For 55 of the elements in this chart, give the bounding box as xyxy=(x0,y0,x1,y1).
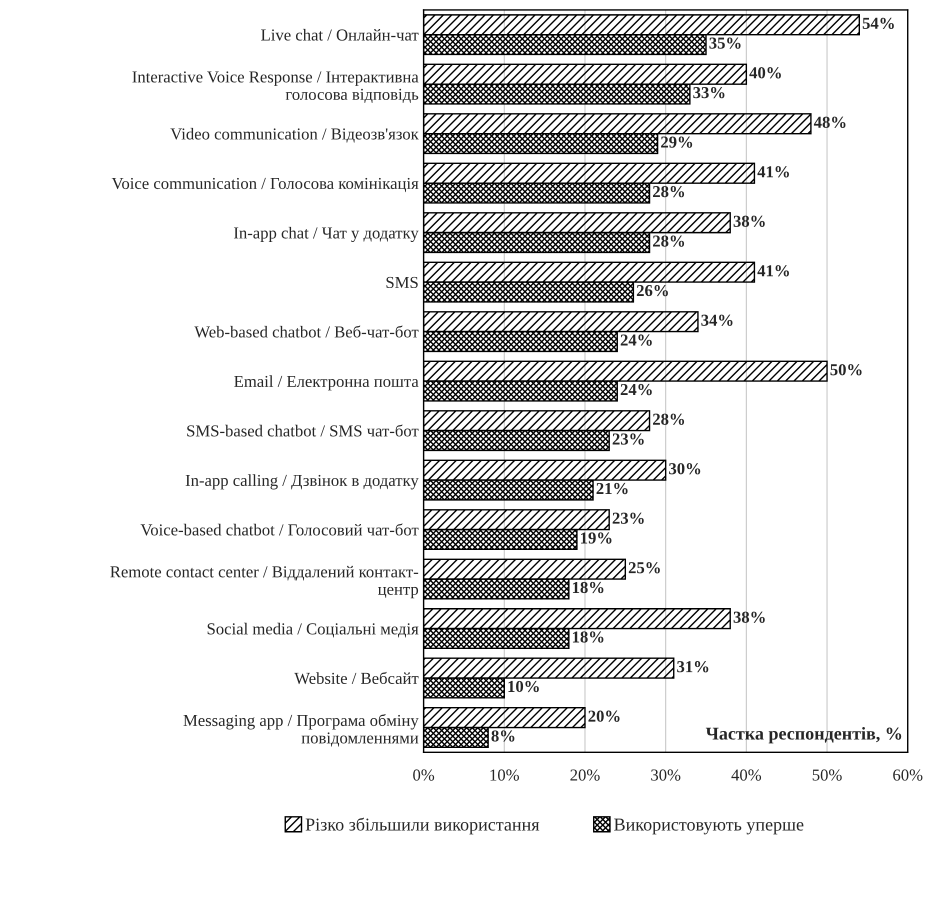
y-tick-label: Messaging app / Програма обміну повідомленнями xyxy=(183,714,419,747)
x-tick-label: 0% xyxy=(413,769,434,781)
x-tick-label: 60% xyxy=(893,769,922,781)
x-tick-label: 10% xyxy=(490,769,519,781)
data-label: 54% xyxy=(862,18,894,29)
data-label: 34% xyxy=(701,314,732,326)
y-tick-label: SMS xyxy=(386,276,418,288)
data-label: 28% xyxy=(653,235,684,247)
x-tick-label: 40% xyxy=(731,769,762,781)
data-label: 48% xyxy=(814,116,846,128)
y-tick-label: Email / Електронна пошта xyxy=(234,375,419,390)
data-label: 50% xyxy=(830,364,862,376)
data-label: 25% xyxy=(628,562,660,574)
data-label: 20% xyxy=(588,710,620,722)
data-label: 18% xyxy=(572,631,604,643)
data-label: 18% xyxy=(572,582,604,594)
data-label: 28% xyxy=(653,186,684,198)
y-tick-label: Live chat / Онлайн-чат xyxy=(261,28,418,41)
y-tick-label: Voice-based chatbot / Голосовий чат-бот xyxy=(140,523,418,536)
y-tick-label: Website / Вебсайт xyxy=(294,672,418,684)
y-tick-label: In-app chat / Чат у додатку xyxy=(234,226,419,242)
data-label: 10% xyxy=(508,680,539,692)
data-label: 26% xyxy=(636,284,668,296)
y-tick-label: Voice communication / Голосова комінікація xyxy=(112,178,418,192)
y-tick-label: Video communication / Відеозв'язок xyxy=(170,128,419,143)
data-label: 40% xyxy=(749,67,781,78)
data-label: 23% xyxy=(612,512,644,524)
data-label: 41% xyxy=(757,166,789,178)
x-tick-label: 20% xyxy=(570,769,600,781)
data-label: 28% xyxy=(653,414,684,425)
data-label: 19% xyxy=(581,532,612,544)
data-label: 8% xyxy=(491,730,514,742)
x-tick-label: 50% xyxy=(812,769,842,781)
y-tick-label: Interactive Voice Response / Інтерактивна голосова відповідь xyxy=(132,71,419,104)
legend-label: Різко збільшили використання xyxy=(306,818,540,834)
data-label: 29% xyxy=(661,136,692,148)
data-label: 38% xyxy=(734,216,765,227)
data-label: 33% xyxy=(693,86,724,98)
data-label: 41% xyxy=(757,265,789,276)
y-tick-label: SMS-based chatbot / SMS чат-бот xyxy=(187,424,418,437)
data-label: 21% xyxy=(596,482,628,494)
y-tick-label: Remote contact center / Віддалений контакт- центр xyxy=(110,566,418,598)
y-tick-label: Web-based chatbot / Веб-чат-бот xyxy=(194,325,418,338)
data-label: 35% xyxy=(709,37,741,49)
data-label: 30% xyxy=(669,463,700,474)
x-tick-label: 30% xyxy=(651,769,680,781)
x-axis-title: Частка респондентів, % xyxy=(706,726,902,744)
y-tick-label: Social media / Соціальні медія xyxy=(208,622,418,638)
data-label: 24% xyxy=(620,384,652,396)
legend-label: Використовують уперше xyxy=(614,818,804,834)
data-label: 23% xyxy=(612,433,644,445)
data-label: 38% xyxy=(734,612,765,623)
data-label: 24% xyxy=(620,334,652,346)
data-label: 31% xyxy=(677,661,708,672)
y-tick-label: In-app calling / Дзвінок в додатку xyxy=(186,474,419,490)
